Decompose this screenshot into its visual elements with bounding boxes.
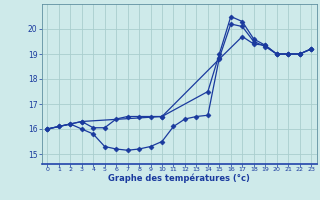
X-axis label: Graphe des températures (°c): Graphe des températures (°c) [108,174,250,183]
